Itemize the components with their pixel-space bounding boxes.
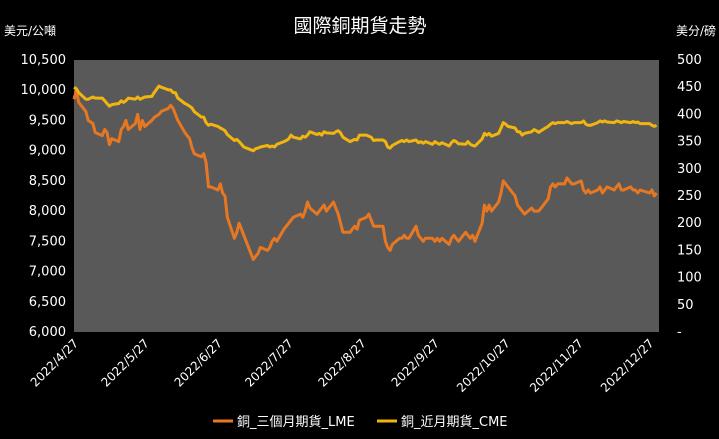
right-axis-tick-label: 50 bbox=[677, 298, 694, 313]
legend: 銅_三個月期貨_LME 銅_近月期貨_CME bbox=[213, 414, 508, 430]
legend-label-lme: 銅_三個月期貨_LME bbox=[237, 414, 355, 430]
left-axis-unit-label: 美元/公噸 bbox=[4, 24, 56, 38]
plot-area bbox=[74, 60, 659, 332]
right-axis-tick-label: 500 bbox=[677, 53, 702, 68]
left-axis-tick-label: 9,500 bbox=[29, 113, 66, 128]
right-axis-tick-label: 250 bbox=[677, 189, 702, 204]
right-axis-tick-label: 200 bbox=[677, 216, 702, 231]
left-axis-tick-label: 7,500 bbox=[29, 234, 66, 249]
left-axis-tick-label: 6,000 bbox=[29, 325, 66, 340]
left-axis-ticks: 6,000 6,500 7,000 7,500 8,000 8,500 9,000 9,500… bbox=[21, 53, 67, 340]
left-axis-tick-label: 10,000 bbox=[21, 83, 67, 98]
right-axis-tick-label: 350 bbox=[677, 135, 702, 150]
chart-title: 國際銅期貨走勢 bbox=[293, 15, 426, 37]
series-lines bbox=[72, 84, 658, 261]
left-axis-tick-label: 7,000 bbox=[29, 265, 66, 280]
legend-label-cme: 銅_近月期貨_CME bbox=[401, 414, 508, 430]
right-axis-tick-label: 150 bbox=[677, 243, 702, 258]
left-axis-tick-label: 8,000 bbox=[29, 204, 66, 219]
left-axis-tick-label: 9,000 bbox=[29, 144, 66, 159]
left-axis-tick-label: 8,500 bbox=[29, 174, 66, 189]
right-axis-tick-label: 100 bbox=[677, 271, 702, 286]
left-axis-tick-label: 10,500 bbox=[21, 53, 67, 68]
right-axis-unit-label: 美分/磅 bbox=[676, 23, 716, 38]
series-line-lme bbox=[72, 88, 658, 261]
series-line-cme bbox=[73, 84, 658, 153]
right-axis-tick-label: 400 bbox=[677, 107, 702, 122]
right-axis-tick-label: 300 bbox=[677, 162, 702, 177]
left-axis-tick-label: 6,500 bbox=[29, 295, 66, 310]
right-axis-ticks: - 50 100 150 200 250 300 350 400 450 500 bbox=[677, 53, 702, 340]
right-axis-tick-label: 450 bbox=[677, 80, 702, 95]
right-axis-tick-label: - bbox=[677, 325, 682, 340]
